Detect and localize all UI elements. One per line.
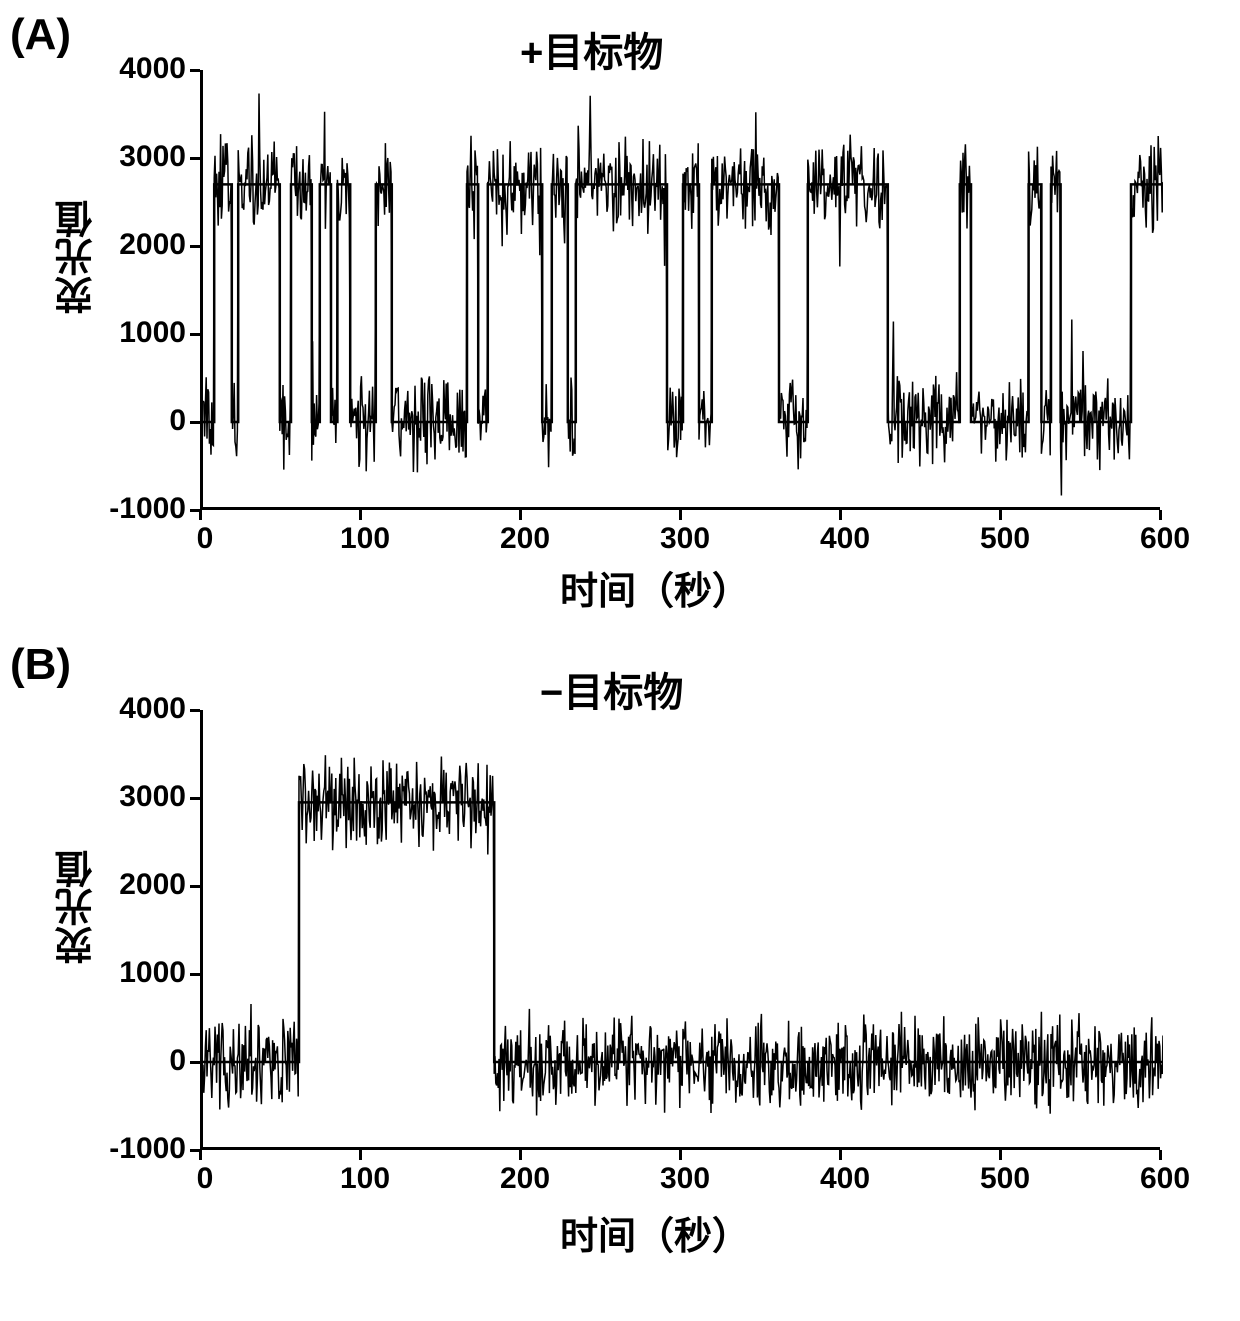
panel-a-trace: [203, 70, 1163, 510]
ytick-label: 1000: [119, 316, 186, 350]
ytick-label: 4000: [119, 692, 186, 726]
xtick-label: 100: [335, 522, 395, 556]
ytick-label: 2000: [119, 868, 186, 902]
panel-b-plot: [200, 710, 1160, 1150]
xtick-label: 0: [175, 522, 235, 556]
panel-b-label: (B): [10, 640, 71, 690]
xtick-label: 600: [1135, 522, 1195, 556]
xtick-label: 400: [815, 1162, 875, 1196]
xtick-label: 300: [655, 522, 715, 556]
xtick-label: 500: [975, 1162, 1035, 1196]
panel-b-ylabel: 荧光值: [50, 850, 105, 964]
panel-b: (B) −目标物 荧光值 -100001000200030004000 0100…: [0, 630, 1240, 1320]
ytick-label: 4000: [119, 52, 186, 86]
ytick-label: -1000: [109, 492, 186, 526]
xtick-label: 200: [495, 522, 555, 556]
xtick-label: 600: [1135, 1162, 1195, 1196]
ytick-label: 3000: [119, 780, 186, 814]
panel-a-ylabel: 荧光值: [50, 200, 105, 314]
panel-b-trace: [203, 710, 1163, 1150]
ytick-label: 0: [169, 1044, 186, 1078]
xtick-label: 400: [815, 522, 875, 556]
panel-a-xlabel: 时间（秒）: [560, 560, 750, 615]
xtick-label: 200: [495, 1162, 555, 1196]
panel-a: (A) +目标物 荧光值 -100001000200030004000 0100…: [0, 0, 1240, 630]
ytick-label: 0: [169, 404, 186, 438]
ytick-label: 2000: [119, 228, 186, 262]
xtick-label: 300: [655, 1162, 715, 1196]
xtick-label: 500: [975, 522, 1035, 556]
panel-b-xlabel: 时间（秒）: [560, 1205, 750, 1260]
ytick-label: 1000: [119, 956, 186, 990]
xtick-label: 100: [335, 1162, 395, 1196]
ytick-label: -1000: [109, 1132, 186, 1166]
xtick-label: 0: [175, 1162, 235, 1196]
panel-a-label: (A): [10, 10, 71, 60]
panel-a-plot: [200, 70, 1160, 510]
ytick-label: 3000: [119, 140, 186, 174]
